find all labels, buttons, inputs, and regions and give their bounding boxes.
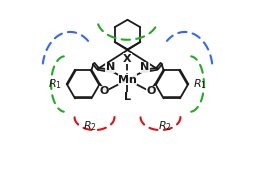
Text: O: O [99, 86, 108, 96]
Text: $R_1$: $R_1$ [192, 77, 206, 91]
Text: $R_1$: $R_1$ [48, 77, 62, 91]
Text: L: L [123, 92, 131, 102]
Text: $R_2$: $R_2$ [157, 120, 171, 134]
Text: O: O [146, 86, 155, 96]
Text: $R_2$: $R_2$ [83, 120, 97, 134]
Text: N: N [105, 62, 114, 72]
Text: X: X [123, 54, 131, 64]
Text: N: N [140, 62, 149, 72]
Text: Mn: Mn [118, 75, 136, 85]
